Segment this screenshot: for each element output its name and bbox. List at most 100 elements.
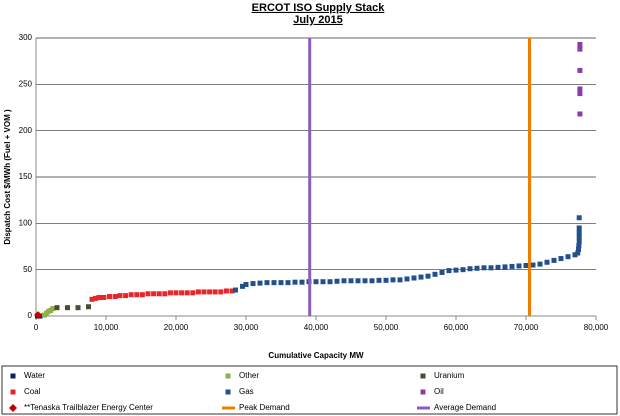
square-marker [576,234,582,240]
square-marker [107,294,112,300]
square-marker [327,279,333,285]
square-marker [576,243,582,249]
square-marker [54,305,60,311]
square-marker [145,291,151,297]
square-marker [577,111,583,117]
square-marker [576,239,582,245]
chart-title: ERCOT ISO Supply Stack [252,2,386,14]
y-tick-label: 200 [19,126,33,135]
square-marker [425,273,431,279]
square-marker [369,278,375,284]
square-marker [390,277,396,283]
square-marker [117,293,123,299]
square-marker [432,271,438,277]
square-marker [313,279,319,285]
square-marker [576,246,581,252]
square-marker [292,279,298,285]
square-marker [446,268,452,274]
square-marker [383,277,389,283]
square-marker [481,265,487,271]
square-marker [250,281,256,287]
square-marker [223,288,229,294]
x-tick-label: 30,000 [234,323,259,332]
square-marker [453,267,459,273]
square-marker [75,305,81,311]
legend-box [1,365,618,415]
legend-swatch [225,373,231,379]
square-marker [201,289,207,295]
square-marker [577,86,583,92]
square-marker [411,275,417,281]
square-marker [320,279,326,285]
legend-swatch [420,389,426,395]
x-tick-label: 0 [34,323,39,332]
square-marker [89,296,95,302]
square-marker [112,294,118,300]
x-tick-label: 40,000 [304,323,329,332]
square-marker [190,290,196,296]
square-marker [334,278,340,284]
square-marker [243,281,249,287]
square-marker [577,41,583,47]
x-tick-label: 60,000 [444,323,469,332]
legend-label: Water [24,371,45,380]
square-marker [523,262,529,268]
square-marker [123,293,129,299]
legend-swatch [10,389,16,395]
legend-label: Gas [239,387,254,396]
legend-swatch [225,389,231,395]
square-marker [530,262,536,268]
square-marker [502,264,508,270]
square-marker [460,267,466,273]
legend-swatch [9,404,17,412]
x-tick-label: 80,000 [584,323,609,332]
square-marker [218,289,224,295]
square-marker [576,225,582,231]
square-marker [576,215,582,221]
legend-label: Uranium [434,371,465,380]
legend-label: Oil [434,387,444,396]
y-tick-label: 0 [28,311,33,320]
square-marker [577,67,583,73]
square-marker [418,274,424,280]
square-marker [439,269,445,275]
y-tick-label: 100 [19,218,33,227]
square-marker [516,263,522,269]
square-marker [93,295,98,301]
square-marker [551,257,557,263]
y-axis-title: Dispatch Cost $/MWh (Fuel + VOM ) [3,109,12,245]
square-marker [179,290,185,296]
y-tick-label: 50 [23,265,32,274]
x-tick-label: 20,000 [164,323,189,332]
square-marker [207,289,213,295]
square-marker [139,292,145,298]
square-marker [229,288,235,294]
x-axis-title: Cumulative Capacity MW [268,351,364,360]
square-marker [195,289,201,295]
chart-subtitle: July 2015 [293,14,343,26]
square-marker [362,278,368,284]
square-marker [565,254,571,260]
square-marker [184,290,190,296]
legend-label: Peak Demand [239,403,290,412]
square-marker [474,265,480,271]
x-tick-label: 10,000 [94,323,119,332]
legend-label: Coal [24,387,41,396]
square-marker [495,264,501,270]
square-marker [173,290,179,296]
square-marker [285,280,291,286]
square-marker [397,277,403,283]
square-marker [558,256,564,262]
square-marker [50,306,56,312]
square-marker [355,278,361,284]
square-marker [156,291,162,297]
square-marker [151,291,157,297]
square-marker [233,287,238,293]
square-marker [544,259,550,265]
legend-label: Other [239,371,259,380]
square-marker [257,280,263,286]
square-marker [348,278,354,284]
square-marker [577,46,583,52]
